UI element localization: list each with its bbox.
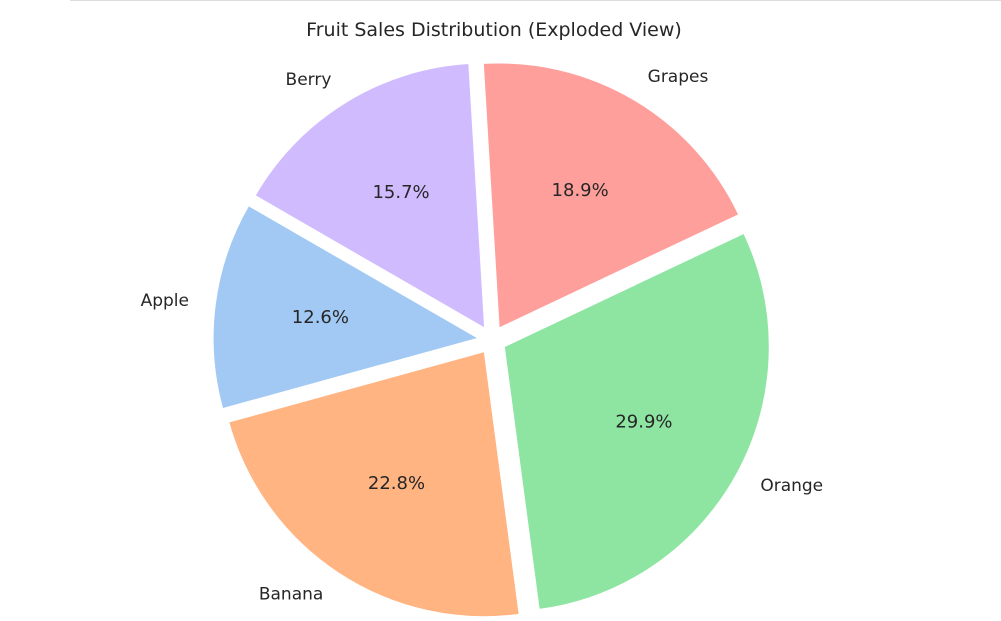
top-divider	[70, 0, 1001, 1]
chart-title: Fruit Sales Distribution (Exploded View)	[306, 19, 682, 41]
category-label-grapes: Grapes	[648, 67, 709, 87]
percent-label-berry: 15.7%	[372, 182, 429, 203]
pie-slices	[212, 62, 770, 618]
percent-label-orange: 29.9%	[615, 412, 672, 433]
percent-label-grapes: 18.9%	[552, 180, 609, 201]
pie-slice-banana	[228, 351, 520, 618]
category-label-apple: Apple	[141, 291, 189, 311]
percent-label-banana: 22.8%	[368, 473, 425, 494]
percent-label-apple: 12.6%	[292, 307, 349, 328]
category-label-orange: Orange	[760, 476, 823, 496]
pie-slice-berry	[254, 63, 486, 329]
category-label-berry: Berry	[286, 70, 332, 90]
pie-slice-grapes	[482, 62, 740, 329]
pie-slice-apple	[212, 205, 480, 410]
pie-slice-orange	[503, 232, 770, 610]
category-label-banana: Banana	[259, 585, 323, 605]
pie-labels: 12.6% Apple 22.8% Banana 29.9% Orange 18.9% Gra…	[141, 67, 824, 605]
